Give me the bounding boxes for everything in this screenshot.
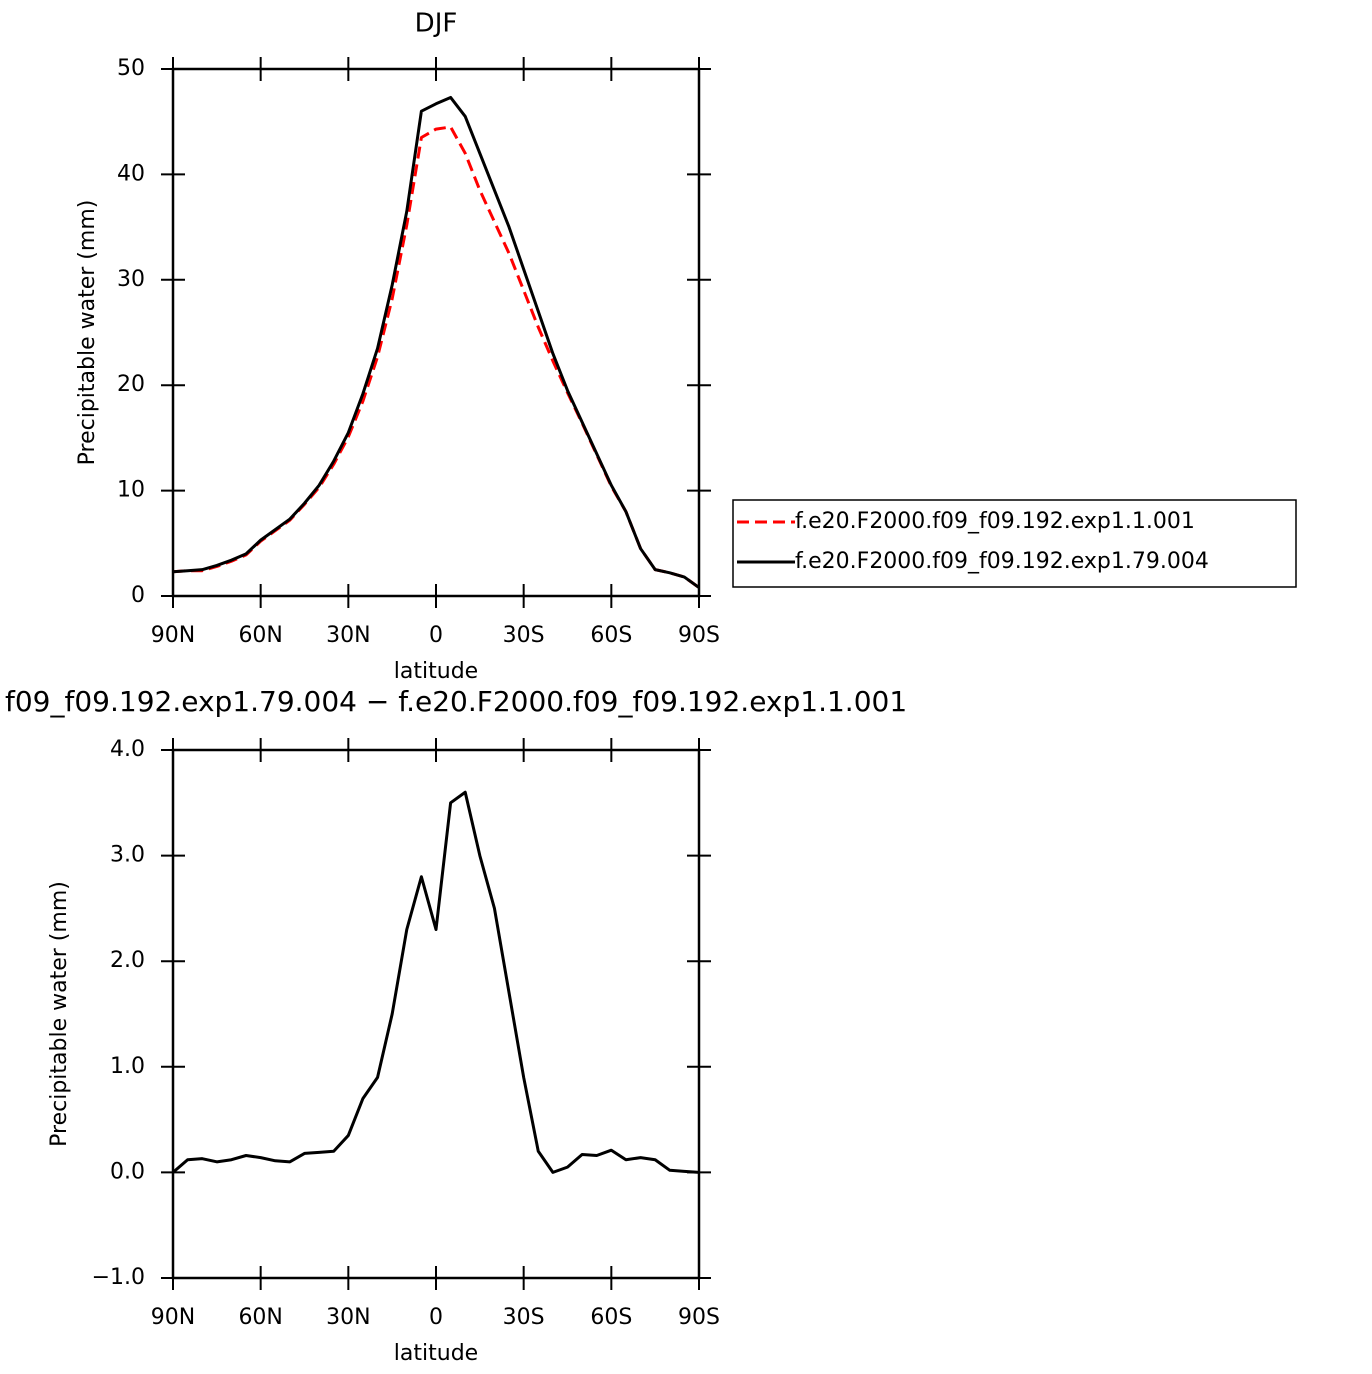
y-tick-label: 2.0 xyxy=(110,948,145,973)
chart-title: DJF xyxy=(415,9,458,39)
chart-title: f09_f09.192.exp1.79.004 − f.e20.F2000.f0… xyxy=(5,685,907,718)
y-tick-label: 30 xyxy=(117,267,145,292)
data-line xyxy=(172,125,700,589)
y-tick-label: 3.0 xyxy=(110,843,145,868)
x-tick-label: 30N xyxy=(326,623,370,648)
plot-frame xyxy=(171,67,701,598)
y-axis-label: Precipitable water (mm) xyxy=(47,881,72,1147)
y-tick-label: 50 xyxy=(117,56,145,81)
x-tick-label: 90N xyxy=(151,1305,195,1330)
y-axis-label: Precipitable water (mm) xyxy=(75,200,100,466)
plot-frame xyxy=(171,748,701,1280)
x-tick-label: 30S xyxy=(503,1305,545,1330)
x-tick-label: 90S xyxy=(678,623,720,648)
y-tick-label: 20 xyxy=(117,372,145,397)
y-tick-label: 10 xyxy=(117,478,145,503)
x-tick-label: 90S xyxy=(678,1305,720,1330)
data-line xyxy=(172,790,700,1174)
x-tick-label: 60S xyxy=(590,1305,632,1330)
x-tick-label: 30S xyxy=(503,623,545,648)
x-axis-label: latitude xyxy=(394,1341,478,1366)
x-tick-label: 90N xyxy=(151,623,195,648)
legend-box xyxy=(732,499,1297,588)
y-tick-label: 40 xyxy=(117,161,145,186)
y-tick-label: 1.0 xyxy=(110,1054,145,1079)
x-tick-label: 30N xyxy=(326,1305,370,1330)
x-tick-label: 60N xyxy=(238,1305,282,1330)
x-tick-label: 0 xyxy=(429,623,443,648)
x-tick-label: 0 xyxy=(429,1305,443,1330)
data-line xyxy=(172,95,700,589)
x-axis-label: latitude xyxy=(394,659,478,684)
x-tick-label: 60S xyxy=(590,623,632,648)
y-tick-label: −1.0 xyxy=(92,1265,145,1290)
y-tick-label: 0.0 xyxy=(110,1159,145,1184)
legend-label: f.e20.F2000.f09_f09.192.exp1.1.001 xyxy=(795,509,1195,534)
x-tick-label: 60N xyxy=(238,623,282,648)
legend-label: f.e20.F2000.f09_f09.192.exp1.79.004 xyxy=(795,549,1209,574)
y-tick-label: 0 xyxy=(131,583,145,608)
y-tick-label: 4.0 xyxy=(110,737,145,762)
